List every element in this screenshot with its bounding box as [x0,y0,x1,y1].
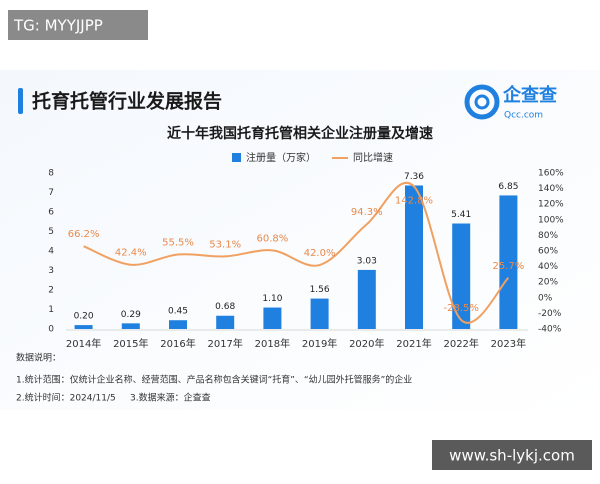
bar [169,320,187,329]
logo-text: 企查查 [502,84,557,106]
x-tick-label: 2019年 [302,337,337,350]
y-tick-label: 4 [48,247,54,257]
data-label: 0.20 [74,312,94,322]
y-tick-label: 7 [48,188,54,198]
data-label: 3.03 [357,256,377,266]
y2-tick-label: -20% [538,309,562,319]
data-label: 60.8% [257,233,289,244]
notes-line: 2.统计时间：2024/11/5 [16,392,116,404]
y-tick-label: 1 [48,305,54,315]
y-tick-label: 6 [48,208,54,218]
data-label: 6.85 [498,182,518,192]
notes-line: 1.统计范围：仅统计企业名称、经营范围、产品名称包含关键词“托育”、“幼儿园外托… [16,374,412,386]
bar [216,315,235,329]
notes-line: 3.数据来源：企查查 [130,392,211,404]
data-label: 55.5% [162,238,194,249]
data-label: -28.5% [444,303,479,314]
x-tick-label: 2017年 [207,337,242,350]
x-tick-label: 2020年 [349,337,384,350]
data-label: 0.68 [215,302,235,312]
y2-tick-label: -40% [538,325,562,335]
y2-tick-label: 80% [538,231,558,241]
y2-tick-label: 60% [538,247,558,257]
y2-tick-label: 120% [538,200,564,210]
watermark-text: TG: MYYJJPP [13,17,103,35]
y-tick-label: 3 [48,266,54,276]
header-accent [18,88,23,114]
header-title: 托育托管行业发展报告 [32,90,222,113]
x-tick-label: 2018年 [255,337,290,350]
data-label: 142.8% [395,195,433,206]
y-tick-label: 2 [48,286,54,296]
data-label: 0.45 [168,307,188,317]
logo-icon-inner [474,94,490,110]
data-label: 42.4% [115,248,147,259]
bar [357,269,376,329]
data-label: 5.41 [451,210,471,220]
watermark-box [432,440,592,470]
y2-tick-label: 40% [538,262,558,272]
bar [74,325,93,329]
legend-label: 注册量（万家） [246,151,316,164]
y-tick-label: 5 [48,227,54,237]
logo-sub: Qcc.com [504,111,543,121]
bar [310,298,329,329]
y2-tick-label: 20% [538,278,558,288]
bar [499,195,518,329]
bar [121,323,140,329]
logo-icon [464,84,500,120]
x-tick-label: 2015年 [113,337,148,350]
watermark-box [8,10,148,40]
data-label: 1.56 [310,285,330,295]
y2-tick-label: 160% [538,169,564,179]
x-tick-label: 2016年 [160,337,195,350]
data-label: 0.29 [121,310,141,320]
bar [263,307,282,329]
x-tick-label: 2023年 [491,337,526,350]
legend-swatch [232,153,241,162]
notes-heading: 数据说明： [16,352,61,364]
y-tick-label: 8 [48,169,54,179]
watermark-text: www.sh-lykj.com [449,447,575,465]
data-label: 7.36 [404,172,424,182]
logo: 企查查 Qcc.com [464,84,557,121]
data-label: 94.3% [351,207,383,218]
y-tick-label: 0 [48,325,54,335]
legend-label: 同比增速 [353,151,393,164]
y2-tick-label: 100% [538,215,564,225]
y2-tick-label: 0% [538,293,553,303]
data-label: 42.0% [304,248,336,259]
y2-tick-label: 140% [538,184,564,194]
x-tick-label: 2014年 [66,337,101,350]
chart-title: 近十年我国托育托管相关企业注册量及增速 [167,125,433,142]
data-label: 53.1% [209,239,241,250]
bar [405,185,423,329]
data-label: 1.10 [262,294,282,304]
x-tick-label: 2022年 [443,337,478,350]
x-tick-label: 2021年 [396,337,431,350]
data-label: 25.7% [493,261,525,272]
data-label: 66.2% [68,229,100,240]
line [83,181,510,324]
bar [452,223,471,329]
